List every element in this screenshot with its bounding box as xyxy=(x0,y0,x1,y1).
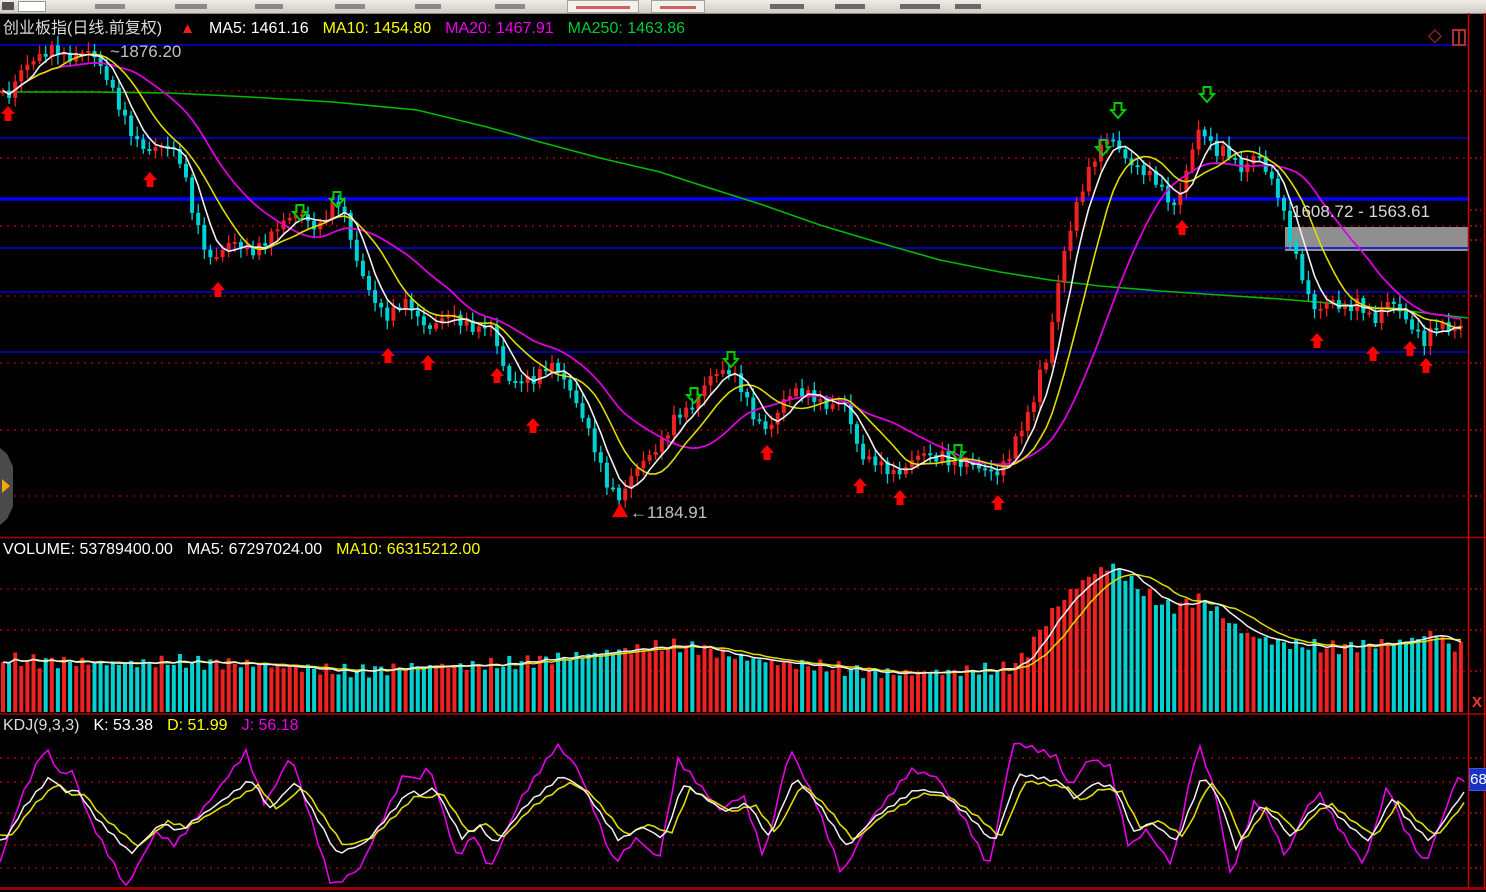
sell-signal-arrow-icon xyxy=(684,387,704,405)
ma5-value: MA5: 1461.16 xyxy=(208,20,309,37)
kdj-j-value: J: 56.18 xyxy=(241,717,299,734)
price-ma-lines xyxy=(2,51,1462,490)
menu-item-fragment xyxy=(835,4,865,9)
pane-close-label[interactable]: X xyxy=(1472,694,1483,711)
gridlines xyxy=(0,90,1468,869)
kdj-k-value: K: 53.38 xyxy=(93,717,154,734)
menu-item-fragment xyxy=(955,4,981,9)
sell-signal-arrow-icon xyxy=(290,204,310,222)
buy-signal-arrow-icon xyxy=(1175,220,1189,235)
expand-arrow-icon xyxy=(2,479,10,493)
menu-item-fragment xyxy=(415,4,441,9)
ma250-line xyxy=(0,91,1469,319)
ma250-value: MA250: 1463.86 xyxy=(567,20,686,37)
sell-signal-arrow-icon xyxy=(721,351,741,369)
sidebar-expand-toggle[interactable] xyxy=(0,448,13,525)
menu-input-fragment[interactable] xyxy=(18,1,46,12)
trough-price-label: ←1184.91 xyxy=(630,503,708,522)
buy-signal-arrow-icon xyxy=(1366,346,1380,361)
volume-ma10-value: MA10: 66315212.00 xyxy=(336,541,481,558)
menu-item-fragment xyxy=(95,4,125,9)
buy-signal-arrow-icon xyxy=(143,172,157,187)
buy-signal-arrow-icon xyxy=(1419,358,1433,373)
buy-signal-arrow-icon xyxy=(421,355,435,370)
menu-item-fragment xyxy=(900,4,940,9)
buy-signal-arrow-icon xyxy=(1310,333,1324,348)
range-band-label: 1608.72 - 1563.61 xyxy=(1292,202,1431,221)
menu-item-fragment xyxy=(175,4,207,9)
buy-signal-arrow-icon xyxy=(526,418,540,433)
window-icon[interactable] xyxy=(1452,29,1466,46)
kdj-d-value: D: 51.99 xyxy=(167,717,228,734)
kdj-params: KDJ(9,3,3) xyxy=(3,717,80,734)
ma20-value: MA20: 1467.91 xyxy=(445,20,554,37)
axis-ticks xyxy=(1470,90,1481,869)
peak-price-label: ~1876.20 xyxy=(110,42,182,61)
buy-signal-arrow-icon xyxy=(991,495,1005,510)
buy-signal-arrow-icon xyxy=(760,445,774,460)
volume-header: VOLUME: 53789400.00 MA5: 67297024.00 MA10:… xyxy=(3,541,494,559)
menu-item-fragment xyxy=(255,4,283,9)
volume-ma5-value: MA5: 67297024.00 xyxy=(186,541,323,558)
buy-signal-arrow-icon xyxy=(381,348,395,363)
diamond-icon[interactable]: ◇ xyxy=(1428,25,1442,45)
main-chart-header: 创业板指(日线.前复权) ▲ MA5: 1461.16 MA10: 1454.80 MA… xyxy=(3,14,699,38)
kdj-axis-value-badge: 68 xyxy=(1469,768,1486,791)
candlesticks xyxy=(1,35,1463,508)
buy-signal-arrow-icon xyxy=(490,368,504,383)
sell-signal-arrow-icon xyxy=(1197,86,1217,104)
buy-signal-arrow-icon xyxy=(1,106,15,121)
buy-signal-arrow-icon xyxy=(1403,341,1417,356)
menu-button-fragment[interactable] xyxy=(651,0,705,13)
ma10-value: MA10: 1454.80 xyxy=(322,20,432,37)
menu-item-fragment xyxy=(495,4,525,9)
kdj-lines xyxy=(0,742,1465,887)
kdj-header: KDJ(9,3,3) K: 53.38 D: 51.99 J: 56.18 xyxy=(3,717,313,735)
instrument-title: 创业板指(日线.前复权) xyxy=(3,20,163,37)
pane-borders xyxy=(0,13,1486,890)
top-menu-bar[interactable] xyxy=(0,0,1486,14)
buy-signal-arrow-icon xyxy=(853,478,867,493)
menu-item-fragment xyxy=(770,4,804,9)
volume-bars xyxy=(1,563,1463,712)
signal-arrows xyxy=(1,86,1433,510)
buy-signal-arrow-icon xyxy=(211,282,225,297)
trend-up-icon: ▲ xyxy=(180,20,195,37)
app-menu-icon[interactable] xyxy=(2,2,14,10)
volume-ma-lines xyxy=(2,567,1462,675)
trough-marker-icon xyxy=(612,503,628,517)
menu-button-fragment[interactable] xyxy=(567,0,639,13)
sell-signal-arrow-icon xyxy=(948,444,968,462)
sell-signal-arrow-icon xyxy=(1093,139,1113,157)
volume-value: VOLUME: 53789400.00 xyxy=(3,541,173,558)
menu-item-fragment xyxy=(335,4,365,9)
sell-signal-arrow-icon xyxy=(327,191,347,209)
sell-signal-arrow-icon xyxy=(1108,102,1128,120)
buy-signal-arrow-icon xyxy=(893,490,907,505)
